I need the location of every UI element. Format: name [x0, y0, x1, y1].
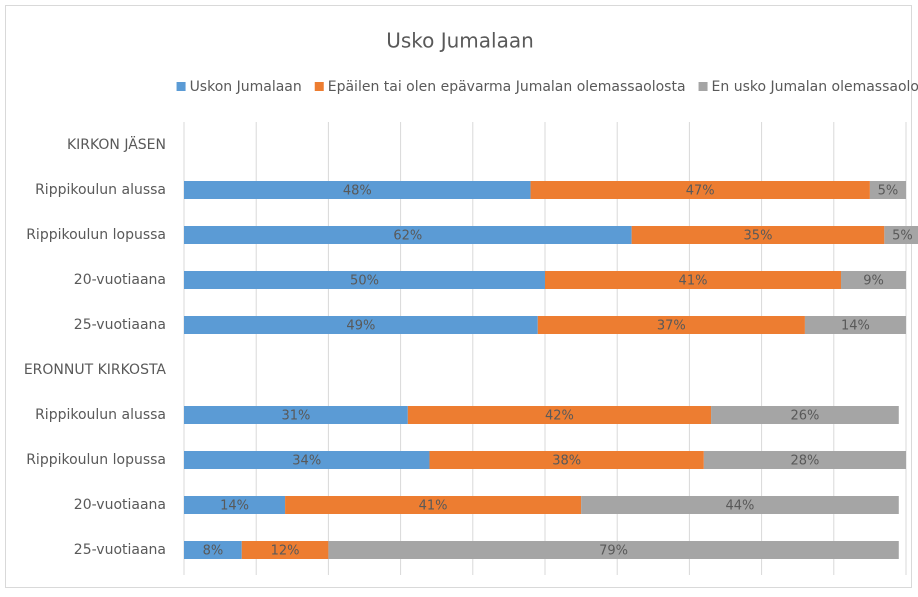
bar-segment	[804, 316, 906, 334]
bar-segment	[884, 226, 918, 244]
bar-segment	[184, 496, 286, 514]
legend-swatch	[314, 82, 324, 91]
y-tick-label: 25-vuotiaana	[74, 542, 166, 558]
legend-swatch	[176, 82, 186, 91]
bar-segment	[429, 451, 704, 469]
data-label: 47%	[686, 184, 715, 199]
y-tick-label: 25-vuotiaana	[74, 317, 166, 333]
y-tick-label: ERONNUT KIRKOSTA	[24, 362, 167, 378]
bar-segment	[184, 541, 242, 559]
data-label: 41%	[679, 274, 708, 289]
bar-segment	[631, 226, 885, 244]
bar-segment	[537, 316, 805, 334]
bar-segment	[241, 541, 329, 559]
data-label: 37%	[657, 319, 686, 334]
legend-swatch	[698, 82, 708, 91]
data-label: 8%	[203, 544, 224, 559]
bar-segment	[581, 496, 899, 514]
bar-segment	[184, 271, 545, 289]
y-tick-label: KIRKON JÄSEN	[67, 135, 166, 153]
y-tick-label: 20-vuotiaana	[74, 497, 166, 513]
bar-segment	[328, 541, 899, 559]
legend-label: Epäilen tai olen epävarma Jumalan olemas…	[328, 79, 686, 95]
data-label: 5%	[892, 229, 913, 244]
data-label: 62%	[393, 229, 422, 244]
y-tick-label: Rippikoulun lopussa	[26, 227, 166, 243]
data-label: 38%	[552, 454, 581, 469]
bar-segment	[184, 451, 430, 469]
data-label: 41%	[419, 499, 448, 514]
data-label: 9%	[863, 274, 884, 289]
chart-border	[5, 5, 912, 588]
y-tick-label: Rippikoulun alussa	[35, 407, 166, 423]
data-label: 35%	[744, 229, 773, 244]
bar-segment	[184, 226, 632, 244]
data-label: 34%	[292, 454, 321, 469]
bar-segment	[285, 496, 582, 514]
bar-segment	[184, 406, 408, 424]
data-label: 79%	[599, 544, 628, 559]
data-label: 44%	[725, 499, 754, 514]
y-tick-label: Rippikoulun alussa	[35, 182, 166, 198]
data-label: 28%	[790, 454, 819, 469]
bar-segment	[711, 406, 899, 424]
y-tick-label: 20-vuotiaana	[74, 272, 166, 288]
data-label: 42%	[545, 409, 574, 424]
data-label: 26%	[790, 409, 819, 424]
legend-label: En usko Jumalan olemassaoloon	[712, 79, 918, 95]
bar-segment	[703, 451, 906, 469]
data-label: 31%	[281, 409, 310, 424]
bar-segment	[184, 316, 538, 334]
data-label: 12%	[271, 544, 300, 559]
bar-segment	[545, 271, 842, 289]
data-label: 5%	[878, 184, 899, 199]
chart-title: Usko Jumalaan	[386, 29, 534, 53]
data-label: 50%	[350, 274, 379, 289]
bar-segment	[869, 181, 906, 199]
bar-segment	[530, 181, 870, 199]
bar-segment	[407, 406, 712, 424]
bar-segment	[841, 271, 906, 289]
data-label: 14%	[841, 319, 870, 334]
y-tick-label: Rippikoulun lopussa	[26, 452, 166, 468]
data-label: 48%	[343, 184, 372, 199]
data-label: 14%	[220, 499, 249, 514]
bar-segment	[184, 181, 531, 199]
legend-label: Uskon Jumalaan	[190, 79, 302, 95]
data-label: 49%	[346, 319, 375, 334]
